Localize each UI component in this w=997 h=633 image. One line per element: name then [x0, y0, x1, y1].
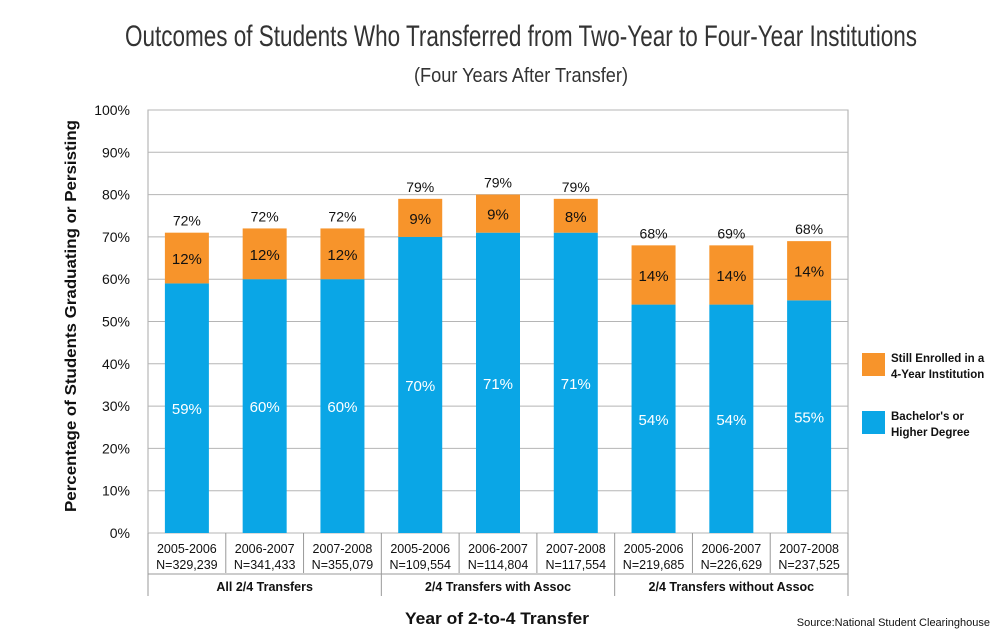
bar-label-bachelors: 54%	[716, 412, 746, 429]
bar-still-enrolled	[398, 198, 443, 237]
legend-label: Higher Degree	[891, 427, 970, 439]
y-tick-label: 90%	[102, 144, 130, 160]
category-year-label: 2007-2008	[313, 542, 373, 556]
bar-bachelors	[631, 304, 676, 533]
category-n-label: N=109,554	[389, 558, 451, 572]
bar-bachelors	[320, 279, 365, 533]
y-tick-label: 10%	[102, 483, 130, 499]
legend-label: Still Enrolled in a	[891, 353, 985, 365]
bar-still-enrolled	[164, 232, 209, 284]
category-group-label: All 2/4 Transfers	[216, 580, 313, 594]
bar-still-enrolled	[553, 198, 598, 233]
bar-label-bachelors: 59%	[172, 401, 202, 418]
chart-subtitle: (Four Years After Transfer)	[414, 65, 628, 87]
bar-label-bachelors: 60%	[250, 399, 280, 416]
bar-label-still-enrolled: 12%	[172, 251, 202, 268]
x-axis-title: Year of 2-to-4 Transfer	[405, 609, 589, 628]
bar-still-enrolled	[476, 194, 520, 233]
bar-total-label: 72%	[328, 208, 356, 224]
y-tick-label: 100%	[94, 102, 130, 118]
bars: 59% 12% 72% 60% 12% 72% 60% 12% 72% 70% 9% 79% 71% 9%…	[164, 175, 832, 534]
bar-total-label: 69%	[717, 225, 745, 241]
y-tick-label: 50%	[102, 314, 130, 330]
y-tick-label: 40%	[102, 356, 130, 372]
bar-label-bachelors: 71%	[561, 376, 591, 393]
bar-still-enrolled	[709, 245, 754, 305]
category-n-label: N=355,079	[312, 558, 374, 572]
chart-title: Outcomes of Students Who Transferred fro…	[125, 20, 917, 53]
bar-label-bachelors: 54%	[639, 412, 669, 429]
bar-bachelors	[398, 236, 443, 533]
category-n-label: N=117,554	[545, 558, 606, 572]
bar-label-still-enrolled: 8%	[565, 209, 587, 226]
category-group-label: 2/4 Transfers without Assoc	[649, 580, 815, 594]
y-tick-label: 30%	[102, 398, 130, 414]
category-n-label: N=114,804	[468, 558, 529, 572]
bar-label-still-enrolled: 14%	[794, 264, 824, 281]
bar-label-still-enrolled: 9%	[409, 211, 431, 228]
bar-total-label: 79%	[406, 179, 434, 195]
legend-label: Bachelor's or	[891, 411, 965, 423]
legend: Still Enrolled in a 4-Year Institution Bac…	[862, 353, 985, 439]
category-year-label: 2007-2008	[779, 542, 839, 556]
category-year-label: 2006-2007	[701, 542, 761, 556]
legend-swatch	[862, 353, 885, 376]
category-year-label: 2007-2008	[546, 542, 606, 556]
category-year-label: 2005-2006	[390, 542, 450, 556]
bar-bachelors	[476, 232, 520, 534]
legend-label: 4-Year Institution	[891, 369, 984, 381]
category-year-label: 2006-2007	[235, 542, 295, 556]
y-tick-label: 70%	[102, 229, 130, 245]
y-tick-label: 0%	[110, 525, 130, 541]
bar-label-bachelors: 55%	[794, 410, 824, 427]
category-year-label: 2006-2007	[468, 542, 528, 556]
category-year-label: 2005-2006	[624, 542, 684, 556]
bar-label-still-enrolled: 12%	[327, 247, 357, 264]
bar-total-label: 72%	[173, 213, 201, 229]
bar-still-enrolled	[320, 228, 365, 280]
bar-label-bachelors: 70%	[405, 378, 435, 395]
y-tick-labels: 0% 10% 20% 30% 40% 50% 60% 70% 80% 90% 100%	[94, 102, 130, 541]
bar-label-still-enrolled: 14%	[639, 268, 669, 285]
bar-still-enrolled	[242, 228, 287, 280]
y-tick-label: 20%	[102, 440, 130, 456]
bar-total-label: 68%	[795, 221, 823, 237]
bar-total-label: 79%	[562, 179, 590, 195]
bar-label-still-enrolled: 14%	[716, 268, 746, 285]
category-n-label: N=237,525	[778, 558, 840, 572]
category-n-label: N=226,629	[701, 558, 763, 572]
bar-label-still-enrolled: 12%	[250, 247, 280, 264]
bar-bachelors	[553, 232, 598, 534]
bar-bachelors	[242, 279, 287, 533]
y-tick-label: 80%	[102, 187, 130, 203]
bar-still-enrolled	[787, 241, 832, 301]
category-group-label: 2/4 Transfers with Assoc	[425, 580, 571, 594]
bar-total-label: 79%	[484, 175, 512, 191]
bar-total-label: 72%	[251, 208, 279, 224]
bar-label-bachelors: 60%	[327, 399, 357, 416]
bar-bachelors	[787, 300, 832, 533]
bar-label-bachelors: 71%	[483, 376, 513, 393]
category-year-label: 2005-2006	[157, 542, 217, 556]
y-axis-title: Percentage of Students Graduating or Per…	[63, 120, 80, 512]
legend-swatch	[862, 411, 885, 434]
category-labels: 2005-2006 N=329,239 2006-2007 N=341,433 2007…	[147, 533, 849, 596]
bar-bachelors	[709, 304, 754, 533]
y-tick-label: 60%	[102, 271, 130, 287]
bar-bachelors	[164, 283, 209, 533]
bar-still-enrolled	[631, 245, 676, 305]
bar-total-label: 68%	[640, 225, 668, 241]
category-n-label: N=341,433	[234, 558, 296, 572]
category-n-label: N=219,685	[623, 558, 685, 572]
bar-label-still-enrolled: 9%	[487, 207, 509, 224]
source-note: Source:National Student Clearinghouse	[797, 617, 990, 629]
category-n-label: N=329,239	[156, 558, 218, 572]
